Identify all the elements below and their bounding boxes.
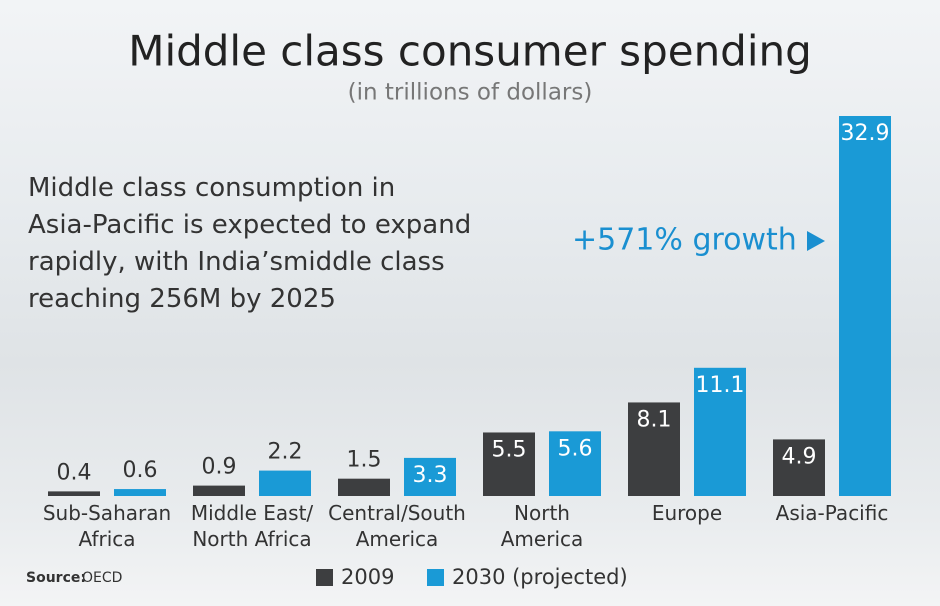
value-label: 5.6 bbox=[558, 436, 593, 461]
value-label: 5.5 bbox=[492, 437, 527, 462]
value-label: 0.4 bbox=[57, 460, 92, 485]
bar bbox=[694, 367, 746, 496]
value-label: 4.9 bbox=[782, 444, 817, 469]
value-label: 3.3 bbox=[413, 463, 448, 488]
legend-label: 2009 bbox=[341, 565, 394, 589]
legend-swatch bbox=[316, 569, 333, 586]
bar bbox=[549, 431, 601, 496]
chart-subtitle: (in trillions of dollars) bbox=[348, 80, 593, 106]
source-label: Source: bbox=[26, 570, 86, 586]
value-label: 0.9 bbox=[202, 455, 237, 480]
x-tick-label: North America bbox=[500, 501, 584, 551]
bar bbox=[839, 116, 891, 496]
bar bbox=[404, 457, 456, 496]
bar bbox=[48, 491, 100, 496]
growth-annotation: +571% growth bbox=[572, 223, 797, 258]
bar bbox=[483, 432, 535, 496]
x-tick-label: Sub-Saharan Africa bbox=[42, 501, 172, 551]
x-tick-label: Asia-Pacific bbox=[775, 501, 889, 525]
value-label: 11.1 bbox=[696, 373, 745, 398]
legend-label: 2030 (projected) bbox=[452, 565, 628, 589]
value-label: 8.1 bbox=[637, 407, 672, 432]
x-tick-label: Europe bbox=[651, 501, 723, 525]
value-label: 32.9 bbox=[841, 121, 890, 146]
growth-arrow bbox=[807, 231, 825, 251]
source: OECD bbox=[82, 570, 122, 586]
value-label: 2.2 bbox=[268, 440, 303, 465]
annotation: Middle class consumption in Asia-Pacific… bbox=[28, 173, 472, 314]
bar bbox=[773, 439, 825, 496]
x-tick-label: Central/South America bbox=[328, 501, 466, 551]
x-tick-label: Middle East/ North Africa bbox=[190, 501, 314, 551]
bar bbox=[114, 489, 166, 496]
chart-title: Middle class consumer spending bbox=[128, 27, 812, 76]
bar bbox=[338, 478, 390, 496]
bar bbox=[259, 470, 311, 496]
legend-swatch bbox=[427, 569, 444, 586]
value-label: 0.6 bbox=[123, 458, 158, 483]
bar bbox=[193, 485, 245, 496]
bar bbox=[628, 402, 680, 496]
value-label: 1.5 bbox=[347, 448, 382, 473]
